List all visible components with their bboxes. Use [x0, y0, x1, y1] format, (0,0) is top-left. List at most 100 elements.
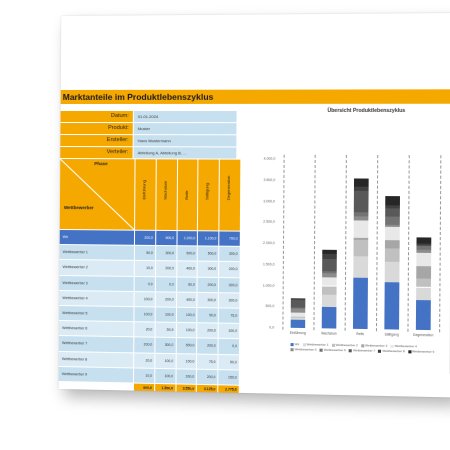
table-cell[interactable]: 10,0: [133, 261, 155, 276]
phase-header: Phase: [94, 161, 108, 167]
table-cell[interactable]: 500,0: [175, 246, 198, 261]
table-cell[interactable]: 0,0: [154, 276, 176, 292]
table-cell[interactable]: 100,0: [175, 323, 197, 338]
info-value[interactable]: Hans Mustermann: [132, 135, 237, 147]
row-name: Wettbewerber 1: [62, 250, 88, 255]
table-cell[interactable]: 200,0: [196, 277, 219, 292]
bar-segment: [353, 190, 369, 213]
category-divider: [407, 155, 410, 332]
bar-segment: [322, 258, 337, 272]
page-title: Marktanteile im Produktlebenszyklus: [62, 91, 214, 102]
bar-segment: [384, 239, 400, 249]
table-cell[interactable]: 50,0: [217, 354, 239, 370]
table-cell[interactable]: 1.200,0: [176, 231, 198, 246]
total-cell: 3.550,0: [175, 384, 197, 393]
phase-label: Degeneration: [225, 175, 232, 201]
table-cell[interactable]: 0,0: [133, 276, 155, 292]
bar-segment: [321, 285, 337, 295]
phase-label: Einführung: [141, 180, 147, 200]
table-cell[interactable]: 200,0: [196, 323, 218, 339]
table-cell[interactable]: 300,0: [154, 246, 177, 261]
table-cell[interactable]: 100,0: [175, 353, 197, 369]
legend-item: Wettbewerber 7: [348, 348, 376, 354]
bar-segment: [416, 287, 431, 301]
legend-item: Wettbewerber 6: [319, 348, 346, 354]
y-tick-label: 3.000,0: [263, 198, 276, 203]
table-cell[interactable]: 100,0: [154, 307, 176, 322]
bar-segment: [290, 317, 306, 320]
bar-segment: [321, 307, 337, 329]
bar-segment: [416, 253, 432, 267]
table-cell[interactable]: 200,0: [133, 230, 156, 246]
table-cell[interactable]: 200,0: [175, 368, 197, 384]
diagonal-divider: [59, 159, 134, 229]
table-cell[interactable]: 300,0: [154, 337, 176, 353]
x-tick-label: Degeneration: [413, 332, 434, 338]
phase-label: Sättigung: [204, 182, 210, 201]
table-cell[interactable]: 200,0: [196, 369, 218, 385]
bar-segment: [384, 227, 400, 241]
totals-label: [58, 381, 133, 392]
table-cell[interactable]: 200,0: [218, 262, 240, 277]
y-tick-label: 2.000,0: [263, 240, 275, 246]
legend-label: Wettbewerber 9: [412, 349, 435, 354]
table-cell[interactable]: 200,0: [154, 292, 176, 307]
table-cell[interactable]: 300,0: [218, 292, 240, 308]
bar-segment: [416, 237, 432, 244]
row-name: Wir: [62, 235, 69, 240]
table-cell[interactable]: 75,0: [196, 354, 218, 369]
table-cell[interactable]: 200,0: [133, 337, 155, 353]
legend-label: Wettbewerber 7: [353, 348, 376, 353]
table-cell[interactable]: 300,0: [218, 246, 240, 262]
table-cell[interactable]: 20,0: [133, 322, 155, 337]
total-cell: 800,0: [132, 383, 154, 392]
category-divider: [344, 154, 347, 331]
table-cell[interactable]: 100,0: [133, 291, 155, 307]
table-cell[interactable]: 700,0: [218, 231, 240, 247]
table-cell[interactable]: 100,0: [175, 307, 197, 323]
sheet-page: Marktanteile im Produktlebenszyklus Datu…: [58, 13, 450, 398]
info-value[interactable]: 01.01.2024: [132, 110, 237, 123]
table-cell[interactable]: 200,0: [196, 338, 218, 354]
bar-segment: [353, 237, 369, 240]
table-cell[interactable]: 20,0: [133, 352, 155, 368]
table-cell[interactable]: 0,0: [217, 339, 240, 354]
bar-segment: [290, 299, 306, 308]
table-cell[interactable]: 50,0: [196, 307, 218, 323]
table-cell[interactable]: 100,0: [133, 307, 155, 322]
table-cell[interactable]: 50,0: [154, 322, 176, 338]
table-cell[interactable]: 300,0: [218, 277, 240, 293]
bar-segment: [416, 249, 432, 254]
table-cell[interactable]: 200,0: [154, 261, 176, 277]
bar-segment: [384, 248, 400, 262]
table-cell[interactable]: 500,0: [154, 230, 177, 246]
y-tick-label: 0,0: [269, 325, 275, 330]
table-cell[interactable]: 300,0: [196, 292, 219, 308]
info-value[interactable]: Muster: [132, 123, 237, 135]
info-value[interactable]: Abteilung A, Abteilung B, ...: [132, 147, 237, 159]
table-cell[interactable]: 100,0: [154, 368, 176, 384]
table-cell[interactable]: 400,0: [175, 261, 198, 277]
bar-segment: [353, 212, 369, 217]
table-cell[interactable]: 50,0: [175, 277, 197, 292]
chart-title: Übersicht Produktlebenszyklus: [327, 107, 406, 115]
bar-segment: [353, 178, 369, 187]
table-cell[interactable]: 150,0: [217, 369, 239, 385]
table-cell[interactable]: 400,0: [175, 292, 197, 307]
legend-swatch: [348, 348, 353, 353]
category-divider: [282, 154, 285, 330]
table-cell[interactable]: 100,0: [217, 323, 240, 339]
legend-item: Wettbewerber 8: [378, 349, 405, 355]
table-cell[interactable]: 75,0: [217, 308, 240, 324]
legend-swatch: [390, 344, 394, 348]
table-cell[interactable]: 500,0: [197, 246, 219, 262]
info-row: Ersteller: Hans Mustermann: [60, 134, 237, 147]
table-cell[interactable]: 500,0: [175, 338, 197, 354]
table-cell[interactable]: 100,0: [154, 353, 176, 368]
table-cell[interactable]: 300,0: [196, 261, 219, 277]
bar-segment: [353, 216, 369, 221]
table-cell[interactable]: 10,0: [132, 368, 155, 383]
table-cell[interactable]: 50,0: [133, 245, 155, 261]
table-cell[interactable]: 1.100,0: [197, 231, 219, 246]
stacked-bar-chart: 4.000,0 3.500,0 3.000,0 2.500,0 2.000,0 1.500…: [251, 116, 450, 374]
